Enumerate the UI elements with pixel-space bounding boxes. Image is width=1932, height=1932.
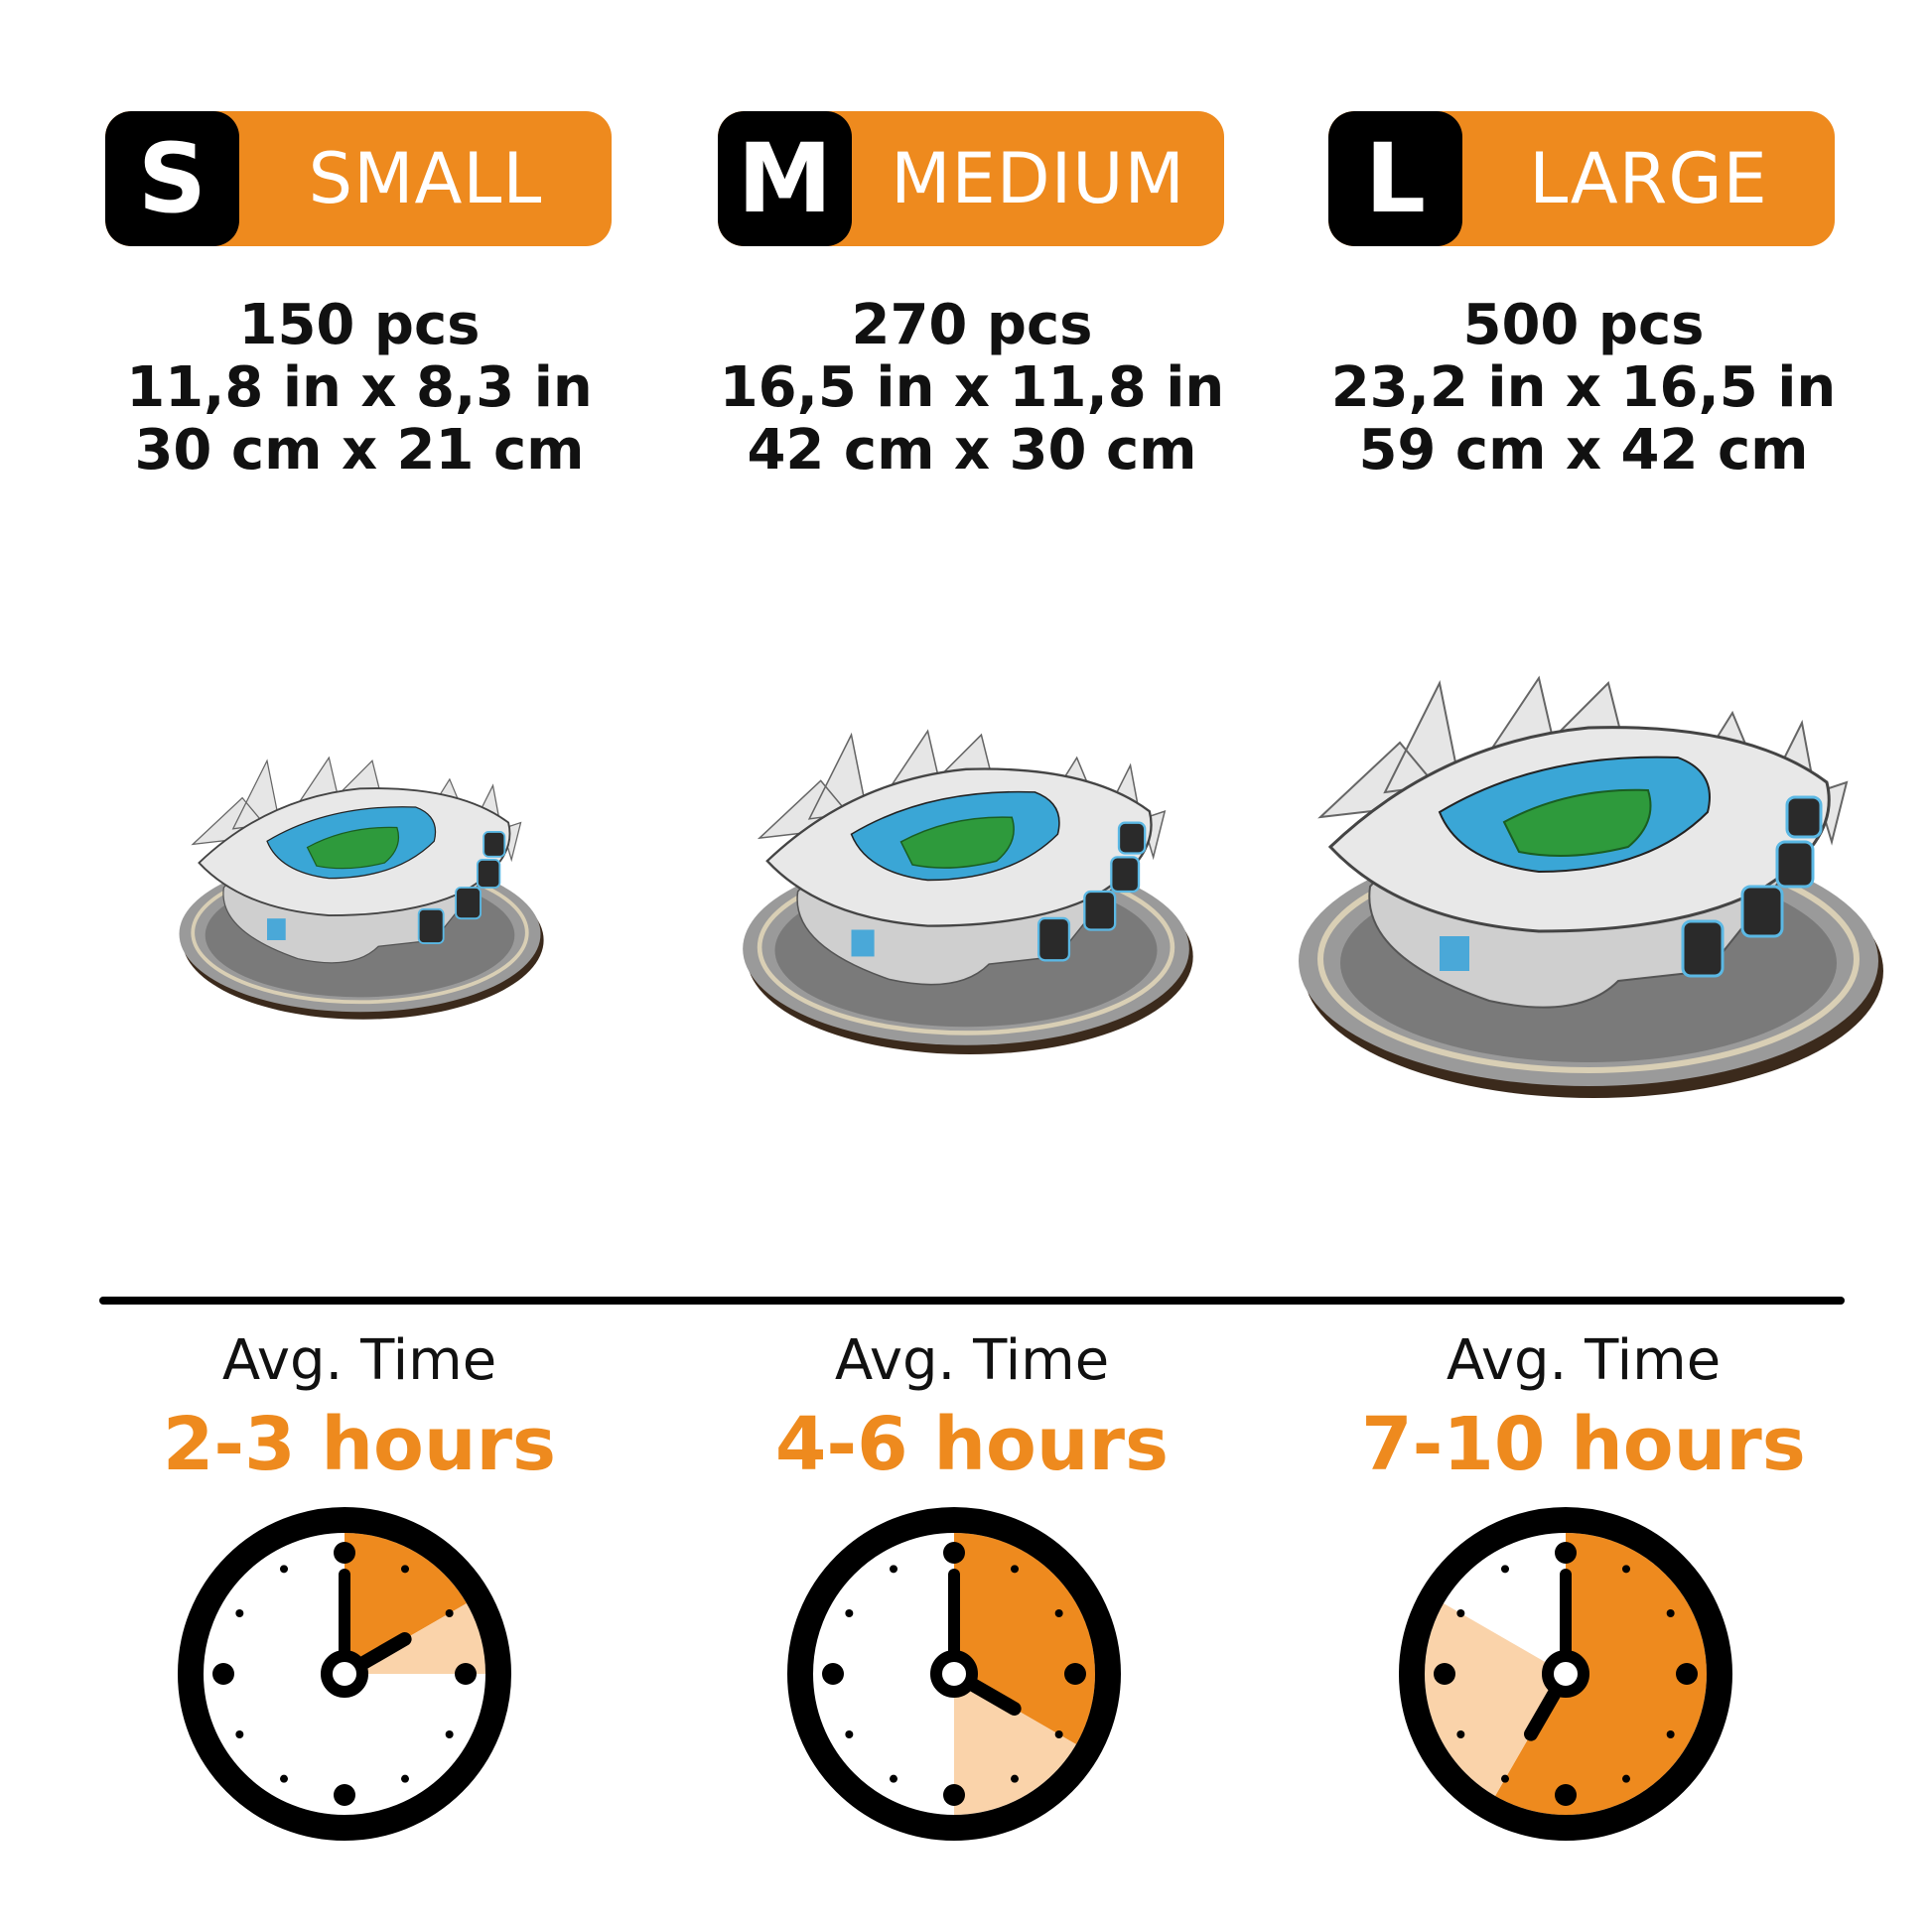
stadium-puzzle-image-medium (737, 723, 1195, 1060)
clock-tick (1054, 1609, 1063, 1617)
clock-tick (1555, 1784, 1577, 1806)
size-cm: 30 cm x 21 cm (134, 418, 585, 483)
clock-rim (787, 1507, 1121, 1841)
clock-rim (178, 1507, 511, 1841)
clock-tick (445, 1730, 454, 1738)
size-badge-medium: M MEDIUM (718, 111, 1224, 246)
clock-extra-time-wedge (954, 1674, 1076, 1815)
avg-time-label: Avg. Time (834, 1328, 1110, 1393)
clock-tick (212, 1663, 234, 1685)
avg-time-hours: 2-3 hours (162, 1402, 557, 1487)
clock-tick (1064, 1663, 1086, 1685)
clock-min-time-wedge (1495, 1533, 1707, 1815)
size-letter: L (1328, 111, 1462, 246)
clock-tick (845, 1609, 854, 1617)
stadium-puzzle-image-small (174, 755, 546, 1021)
clock-tick (401, 1774, 409, 1783)
size-letter: M (718, 111, 852, 246)
clock-tick (334, 1784, 355, 1806)
clock-tick (445, 1609, 454, 1617)
piece-count: 270 pcs (851, 293, 1093, 357)
spec-large: 500 pcs 23,2 in x 16,5 in 59 cm x 42 cm (1286, 294, 1881, 482)
size-label: LARGE (1529, 138, 1768, 219)
divider (99, 1297, 1845, 1305)
clock-tick (1622, 1565, 1630, 1574)
clock-tick (1054, 1730, 1063, 1738)
clock-min-time-wedge (345, 1533, 467, 1674)
clock-tick (1011, 1774, 1019, 1783)
clock-tick (1622, 1774, 1630, 1783)
size-letter: S (105, 111, 239, 246)
clock-tick (943, 1542, 965, 1564)
piece-count: 150 pcs (238, 293, 481, 357)
clock-tick (1456, 1730, 1465, 1738)
clock-tick (235, 1609, 244, 1617)
size-inches: 16,5 in x 11,8 in (719, 355, 1225, 420)
size-badge-small: S SMALL (105, 111, 612, 246)
clock-tick (1676, 1663, 1698, 1685)
size-cm: 59 cm x 42 cm (1358, 418, 1809, 483)
clock-tick (1666, 1730, 1675, 1738)
clock-tick (1456, 1609, 1465, 1617)
piece-count: 500 pcs (1462, 293, 1705, 357)
size-label: MEDIUM (891, 138, 1185, 219)
clock-tick (1666, 1609, 1675, 1617)
size-cm: 42 cm x 30 cm (747, 418, 1197, 483)
clock-tick (1434, 1663, 1455, 1685)
clock-tick (1501, 1565, 1509, 1574)
clock-tick (890, 1565, 897, 1574)
clock-tick (1501, 1774, 1509, 1783)
avg-time-hours: 4-6 hours (774, 1402, 1170, 1487)
stadium-puzzle-image-large (1291, 673, 1886, 1100)
clock-tick (280, 1565, 288, 1574)
clock-tick (890, 1774, 897, 1783)
avg-time-hours: 7-10 hours (1361, 1402, 1806, 1487)
clock-icon (787, 1507, 1121, 1841)
avg-time-label: Avg. Time (221, 1328, 497, 1393)
clock-icon (178, 1507, 511, 1841)
avg-time-label: Avg. Time (1446, 1328, 1722, 1393)
clock-tick (1011, 1565, 1019, 1574)
clock-tick (845, 1730, 854, 1738)
clock-extra-time-wedge (1425, 1603, 1566, 1796)
clock-center-pin (1542, 1650, 1589, 1698)
clock-tick (1555, 1542, 1577, 1564)
clock-center-pin (930, 1650, 978, 1698)
clock-center-pin (321, 1650, 368, 1698)
clock-rim (1399, 1507, 1732, 1841)
clock-tick (943, 1784, 965, 1806)
size-inches: 23,2 in x 16,5 in (1330, 355, 1837, 420)
size-badge-large: L LARGE (1328, 111, 1835, 246)
clock-tick (455, 1663, 477, 1685)
clock-tick (280, 1774, 288, 1783)
clock-tick (822, 1663, 844, 1685)
spec-medium: 270 pcs 16,5 in x 11,8 in 42 cm x 30 cm (674, 294, 1270, 482)
clock-tick (334, 1542, 355, 1564)
clock-tick (401, 1565, 409, 1574)
size-inches: 11,8 in x 8,3 in (126, 355, 593, 420)
clock-icon (1399, 1507, 1732, 1841)
size-label: SMALL (308, 138, 543, 219)
spec-small: 150 pcs 11,8 in x 8,3 in 30 cm x 21 cm (62, 294, 657, 482)
clock-tick (235, 1730, 244, 1738)
